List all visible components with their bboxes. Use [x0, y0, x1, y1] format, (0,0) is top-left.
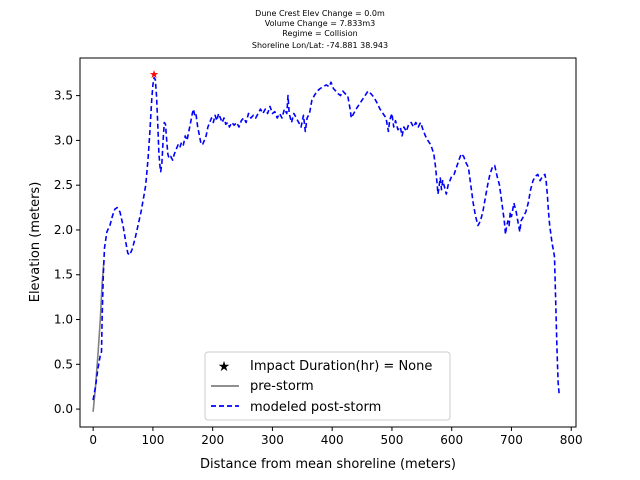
x-tick-label: 700 — [500, 433, 523, 447]
plot-area: ★ — [79, 57, 577, 428]
x-tick-label: 500 — [380, 433, 403, 447]
legend-entry-impact-duration: Impact Duration(hr) = None — [250, 359, 432, 374]
chart-title-line-3: Regime = Collision — [282, 29, 358, 38]
legend: ★ Impact Duration(hr) = None pre-storm m… — [204, 351, 451, 421]
x-tick-label: 100 — [141, 433, 164, 447]
x-tick-label: 200 — [201, 433, 224, 447]
x-tick-label: 400 — [321, 433, 344, 447]
x-axis-ticks: 0 100 200 300 400 500 600 700 800 — [89, 427, 583, 447]
y-tick-label: 0.5 — [54, 357, 73, 371]
y-tick-label: 1.5 — [54, 268, 73, 282]
y-axis-ticks: 0.0 0.5 1.0 1.5 2.0 2.5 3.0 3.5 — [54, 89, 80, 416]
x-axis-label: Distance from mean shoreline (meters) — [200, 457, 456, 472]
chart-title-line-4: Shoreline Lon/Lat: -74.881 38.943 — [251, 41, 389, 50]
x-tick-label: 0 — [89, 433, 97, 447]
y-tick-label: 0.0 — [54, 402, 73, 416]
axes-frame — [79, 57, 577, 428]
y-tick-label: 1.0 — [54, 313, 73, 327]
y-tick-label: 3.0 — [54, 133, 73, 147]
y-tick-label: 3.5 — [54, 89, 73, 103]
x-tick-label: 800 — [560, 433, 583, 447]
chart-title-line-2: Volume Change = 7.833m3 — [264, 19, 376, 28]
y-tick-label: 2.5 — [54, 178, 73, 192]
impact-marker-star: ★ — [149, 68, 159, 81]
legend-entry-modeled-post-storm: modeled post-storm — [250, 400, 381, 415]
chart-title-line-1: Dune Crest Elev Change = 0.0m — [255, 9, 385, 18]
y-tick-label: 2.0 — [54, 223, 73, 237]
x-tick-label: 300 — [261, 433, 284, 447]
legend-box — [204, 351, 451, 421]
series-line-modeled-post-storm — [92, 76, 561, 401]
legend-marker-star: ★ — [218, 359, 231, 375]
x-tick-label: 600 — [440, 433, 463, 447]
legend-entry-pre-storm: pre-storm — [250, 379, 314, 394]
y-axis-label: Elevation (meters) — [28, 182, 43, 303]
